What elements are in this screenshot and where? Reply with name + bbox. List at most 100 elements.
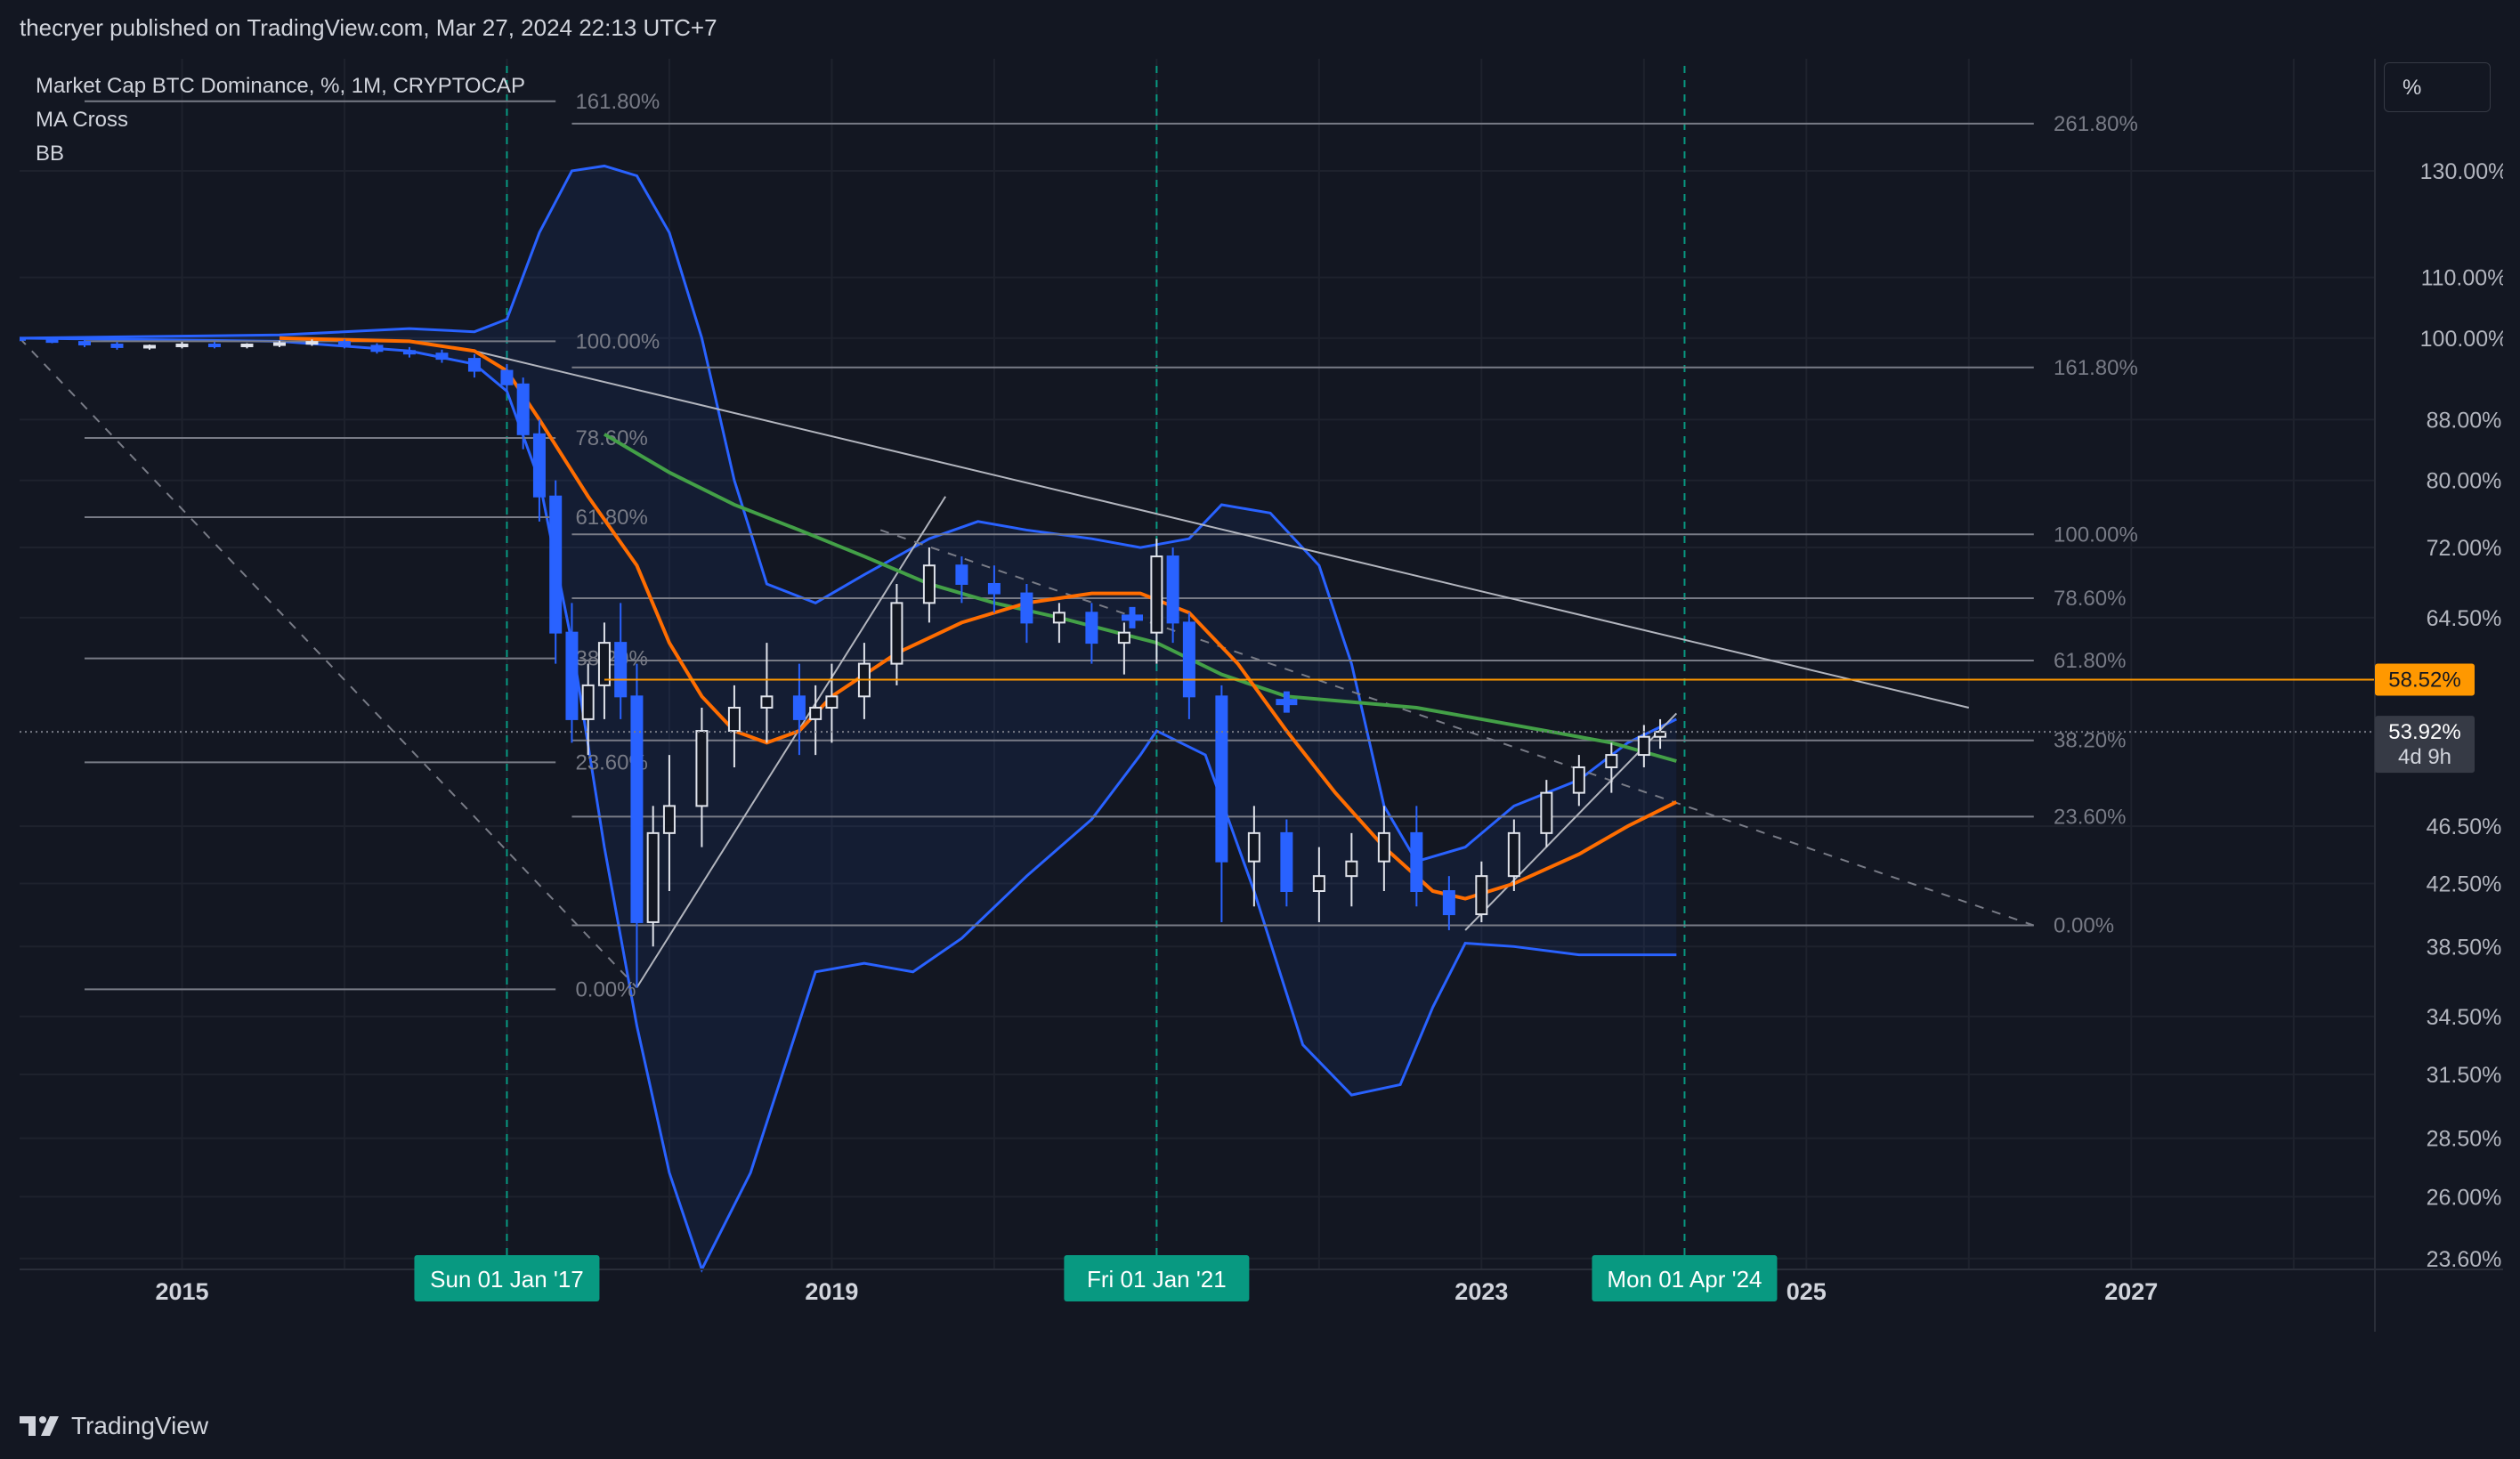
fib-level-label: 23.60%	[2054, 805, 2126, 829]
candle-body	[1150, 555, 1163, 634]
price-badge-label: 58.52%	[2388, 668, 2460, 692]
candle-body	[792, 695, 806, 720]
candle-body	[565, 631, 579, 720]
y-tick-label: 26.00%	[2427, 1185, 2502, 1210]
time-marker-badge	[1064, 1255, 1250, 1301]
candle-body	[1117, 631, 1130, 644]
footer: TradingView	[20, 1408, 208, 1444]
candle-body	[175, 344, 189, 348]
fib-level-label: 61.80%	[575, 506, 647, 530]
fib-level-label: 161.80%	[575, 90, 660, 114]
y-tick-label: 42.50%	[2427, 872, 2502, 897]
candle-body	[1540, 791, 1553, 834]
candle-body	[662, 805, 676, 834]
candle-body	[597, 642, 611, 686]
y-tick-label: 31.50%	[2427, 1063, 2502, 1088]
time-marker-label: Fri 01 Jan '21	[1087, 1266, 1227, 1293]
candle-body	[467, 358, 481, 372]
chart-canvas[interactable]: 161.80% 100.00% 78.60% 61.80% 38.20% 23.60% 0.…	[20, 59, 2503, 1387]
candles	[20, 336, 1667, 988]
candle-body	[1507, 831, 1520, 878]
trend-line	[636, 496, 946, 988]
candle-body	[1052, 612, 1066, 624]
percent-scale-button[interactable]: %	[2384, 62, 2491, 112]
candle-body	[727, 707, 741, 733]
legend-ma-cross[interactable]: MA Cross	[36, 108, 129, 132]
candle-body	[809, 707, 822, 720]
candle-body	[890, 602, 903, 665]
price-lines	[20, 678, 2375, 734]
y-tick-label: 23.60%	[2427, 1247, 2502, 1272]
y-tick-label: 110.00%	[2421, 266, 2503, 291]
candle-body	[581, 684, 595, 720]
candle-body	[1020, 592, 1033, 624]
candle-body	[337, 341, 351, 347]
candle-body	[272, 342, 286, 346]
candle-body	[1442, 890, 1455, 916]
candle-body	[1280, 831, 1293, 893]
legend-symbol[interactable]: Market Cap BTC Dominance, %, 1M, CRYPTOC…	[36, 74, 525, 98]
candle-body	[1475, 875, 1488, 916]
candle-body	[142, 344, 156, 349]
candle-body	[1572, 766, 1585, 794]
candle-body	[500, 369, 514, 385]
trend-line	[20, 337, 638, 989]
candle-body	[402, 350, 416, 355]
x-tick-label: 025	[1787, 1278, 1827, 1305]
x-tick-label: 2023	[1454, 1278, 1508, 1305]
candle-body	[760, 695, 774, 709]
legend-bb[interactable]: BB	[36, 142, 65, 166]
candle-body	[110, 344, 124, 348]
y-tick-label: 72.00%	[2427, 536, 2502, 561]
fib-level-label: 261.80%	[2054, 112, 2138, 136]
candle-body	[435, 353, 449, 361]
price-badge	[2375, 663, 2475, 696]
candle-body	[987, 582, 1001, 595]
candle-body	[1182, 621, 1195, 698]
candle-body	[1410, 831, 1423, 893]
time-marker-label: Mon 01 Apr '24	[1607, 1266, 1762, 1293]
y-tick-label: 64.50%	[2427, 606, 2502, 631]
fib-level-label: 78.60%	[2054, 587, 2126, 611]
candle-body	[1247, 831, 1260, 863]
publisher-text: thecryer published on TradingView.com, M…	[20, 14, 717, 41]
trend-line	[474, 350, 1970, 709]
candle-body	[1637, 735, 1650, 757]
candle-body	[1377, 831, 1390, 863]
ma-cross-marker	[1122, 606, 1144, 628]
candle-body	[516, 383, 530, 435]
fib-level-label: 161.80%	[2054, 356, 2138, 380]
fib-level-label: 38.20%	[2054, 729, 2126, 753]
axes: 130.00% 110.00% 100.00% 88.00% 80.00% 72.00% 6…	[20, 59, 2503, 1332]
time-marker-badge	[1592, 1255, 1778, 1301]
candle-body	[1312, 875, 1325, 893]
y-tick-label: 38.50%	[2427, 935, 2502, 960]
time-marker-badge	[414, 1255, 600, 1301]
bb-fill	[20, 166, 1677, 1269]
candle-body	[955, 564, 968, 585]
candle-body	[20, 336, 26, 341]
candle-body	[240, 344, 254, 348]
x-tick-label: 2019	[805, 1278, 858, 1305]
time-marker-label: Sun 01 Jan '17	[430, 1266, 584, 1293]
fib-level-label: 0.00%	[575, 977, 636, 1001]
fib-level-label: 61.80%	[2054, 649, 2126, 673]
footer-brand: TradingView	[71, 1412, 209, 1439]
y-tick-label: 100.00%	[2420, 327, 2503, 352]
y-tick-label: 46.50%	[2427, 815, 2502, 839]
chart-legend: Market Cap BTC Dominance, %, 1M, CRYPTOC…	[36, 69, 525, 171]
candle-body	[549, 495, 563, 634]
y-tick-label: 88.00%	[2427, 408, 2502, 433]
publisher-bar: thecryer published on TradingView.com, M…	[0, 0, 2520, 59]
price-badge-label: 53.92%	[2388, 720, 2460, 744]
y-tick-label: 34.50%	[2427, 1005, 2502, 1030]
candle-body	[646, 831, 660, 923]
fib-level-label: 100.00%	[575, 329, 660, 353]
candle-body	[370, 344, 384, 353]
candle-body	[1345, 860, 1358, 878]
candle-body	[207, 344, 221, 348]
candle-body	[77, 341, 91, 346]
candle-body	[695, 730, 709, 807]
candle-body	[1215, 695, 1228, 863]
candle-body	[1085, 612, 1098, 644]
